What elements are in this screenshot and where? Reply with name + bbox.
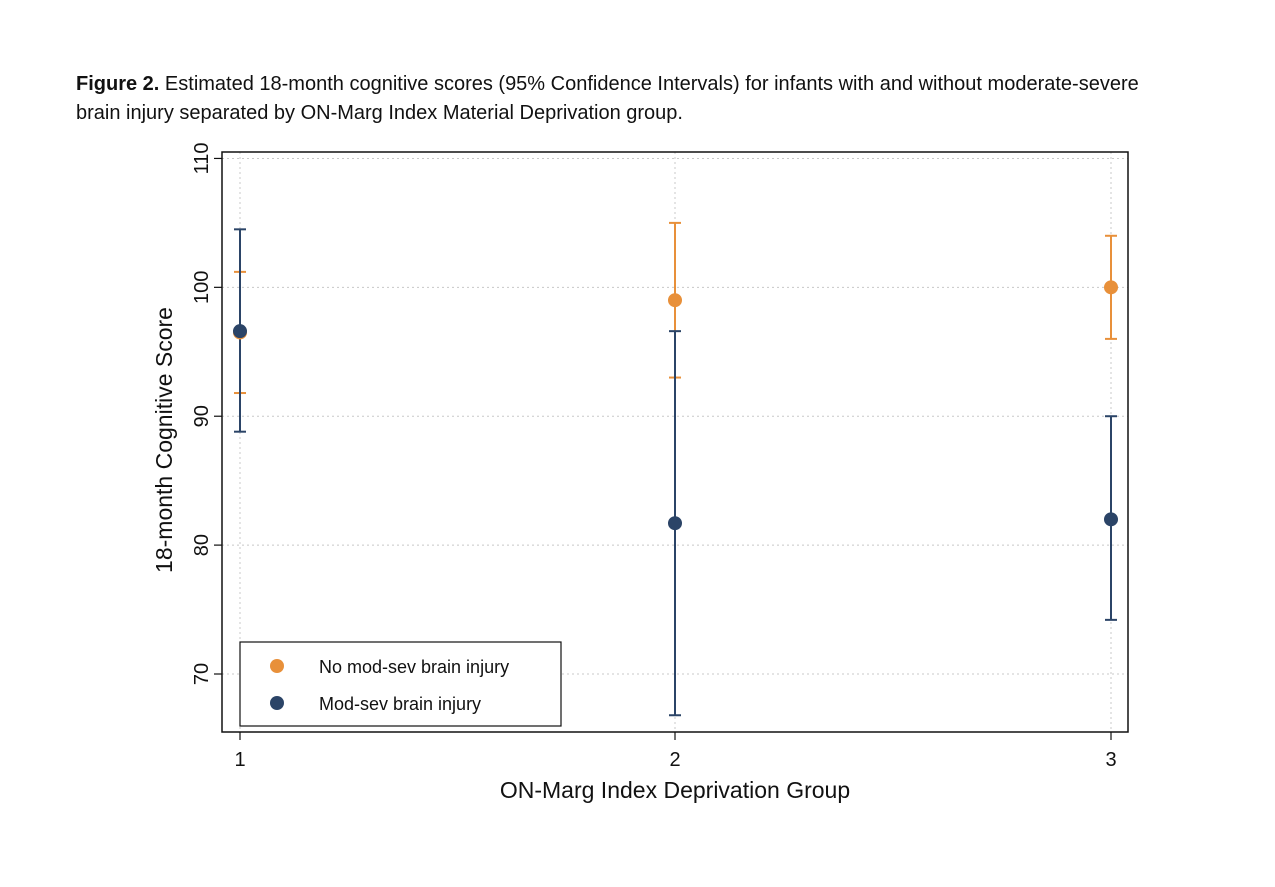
- data-point: [1104, 512, 1118, 527]
- data-point: [1104, 280, 1118, 295]
- legend-marker: [270, 696, 284, 710]
- figure-caption: Figure 2. Estimated 18-month cognitive s…: [76, 70, 1186, 128]
- y-tick-label: 90: [191, 405, 213, 427]
- x-tick-label: 1: [234, 749, 245, 771]
- legend-marker: [270, 659, 284, 673]
- legend: No mod-sev brain injury Mod-sev brain inj…: [239, 641, 562, 727]
- y-tick-label: 100: [191, 271, 213, 304]
- y-tick-label: 70: [191, 663, 213, 685]
- x-axis-label: ON-Marg Index Deprivation Group: [500, 777, 850, 803]
- legend-label: No mod-sev brain injury: [319, 657, 509, 677]
- y-tick-label: 110: [191, 142, 213, 174]
- data-point: [668, 293, 682, 308]
- figure-label: Figure 2.: [76, 73, 160, 95]
- x-tick-label: 2: [669, 749, 680, 771]
- x-tick-label: 3: [1105, 749, 1116, 771]
- y-tick-label: 80: [191, 534, 213, 556]
- legend-label: Mod-sev brain injury: [319, 694, 481, 714]
- axis-ticks: 70 80 90 100 110 1 2 3: [191, 142, 1117, 771]
- y-axis-label: 18-month Cognitive Score: [151, 307, 177, 573]
- data-point: [233, 324, 247, 339]
- figure-caption-text: Estimated 18-month cognitive scores (95%…: [76, 73, 1139, 124]
- data-marks: [233, 221, 1118, 717]
- data-point: [668, 516, 682, 531]
- legend-box: [239, 641, 562, 727]
